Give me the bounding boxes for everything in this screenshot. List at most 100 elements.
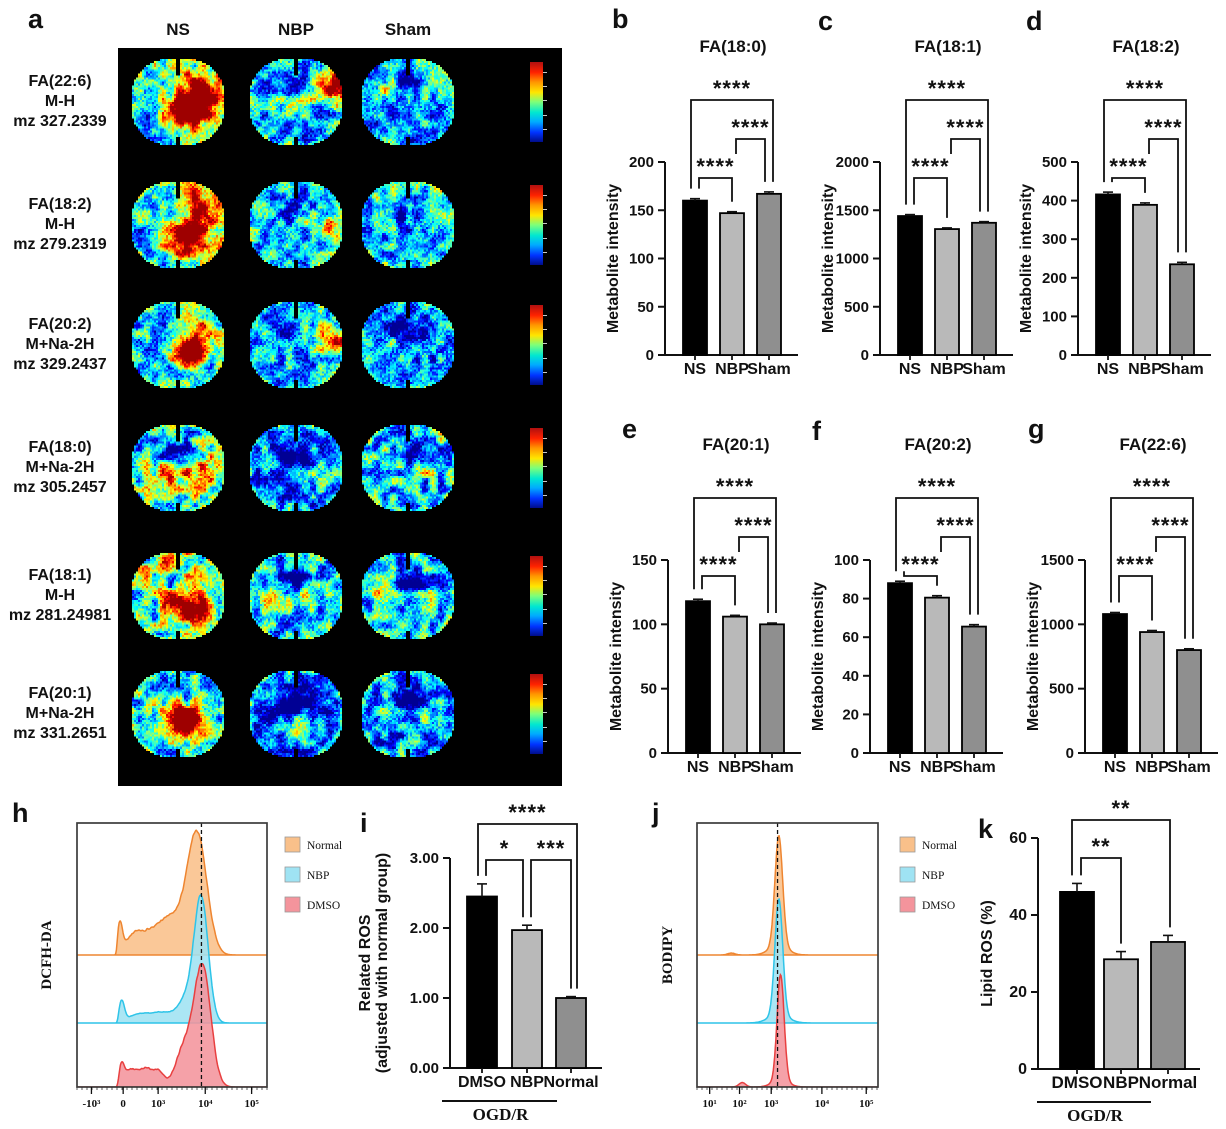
msi-column-header-nbp: NBP bbox=[278, 20, 314, 39]
significance-bracket bbox=[1111, 177, 1146, 193]
significance-stars: **** bbox=[1133, 474, 1171, 499]
y-axis-label: Metabolite intensity bbox=[810, 582, 827, 731]
significance-bracket bbox=[1155, 536, 1186, 639]
x-category-label: NBP bbox=[1128, 361, 1162, 378]
x-tick-label: -10³ bbox=[82, 1098, 101, 1110]
x-category-label: NS bbox=[899, 361, 922, 378]
intensity-colorbar bbox=[530, 428, 547, 508]
bar-Sham bbox=[1176, 649, 1202, 754]
msi-brain-image-row3-nbp bbox=[248, 423, 344, 513]
significance-stars: **** bbox=[936, 513, 974, 538]
x-tick-label: 0 bbox=[120, 1098, 126, 1110]
significance-bracket bbox=[738, 536, 769, 614]
significance-stars: **** bbox=[716, 474, 754, 499]
y-tick-label: 200 bbox=[1042, 270, 1067, 287]
y-tick-label: 100 bbox=[632, 616, 657, 633]
legend-label: DMSO bbox=[922, 900, 955, 912]
colorbar-tick bbox=[543, 129, 547, 131]
significance-bracket bbox=[698, 177, 733, 202]
significance-stars: **** bbox=[901, 552, 939, 577]
legend-label: Normal bbox=[307, 840, 342, 852]
msi-brain-image-row1-ns bbox=[130, 180, 226, 270]
significance-bracket bbox=[905, 99, 989, 212]
colorbar-tick bbox=[543, 237, 547, 239]
group-label: OGD/R bbox=[1067, 1106, 1123, 1125]
flow-svg-j: 10¹ 10² 10³ 10⁴ 10⁵ BODIPY Normal NBP DMSO bbox=[660, 822, 957, 1110]
significance-bracket bbox=[485, 859, 524, 918]
msi-column-header-sham: Sham bbox=[384, 20, 432, 39]
y-tick-label: 0 bbox=[1066, 745, 1074, 762]
chart-title: FA(18:1) bbox=[914, 37, 981, 56]
flow-curve-Normal bbox=[77, 829, 267, 956]
chart-svg-b: FA(18:0) 0 50 100 150 200 Metabolite intensity… bbox=[605, 37, 798, 378]
x-category-label: NBP bbox=[1103, 1073, 1139, 1092]
y-tick-label: 0 bbox=[1018, 1061, 1027, 1078]
significance-bracket bbox=[1118, 575, 1153, 621]
legend-label: Normal bbox=[922, 840, 957, 852]
x-category-label: NBP bbox=[930, 361, 964, 378]
bar-NBP bbox=[1139, 631, 1165, 754]
colorbar-tick bbox=[543, 726, 547, 728]
bar-DMSO bbox=[1059, 891, 1095, 1070]
msi-brain-image-row4-ns bbox=[130, 551, 226, 641]
bar-Sham bbox=[759, 623, 785, 754]
significance-bracket bbox=[1071, 819, 1171, 928]
x-category-label: NBP bbox=[718, 759, 752, 776]
significance-stars: **** bbox=[731, 115, 769, 140]
y-tick-label: 0.00 bbox=[410, 1060, 439, 1077]
colorbar-tick bbox=[543, 608, 547, 610]
msi-brain-image-row3-ns bbox=[130, 423, 226, 513]
bar-chart-fa20-1: FA(20:1) 0 50 100 150 Metabolite intensity NS N… bbox=[605, 400, 815, 797]
significance-bracket bbox=[690, 99, 774, 189]
chart-title: FA(20:1) bbox=[702, 435, 769, 454]
flow-axis-label: DCFH-DA bbox=[39, 920, 55, 989]
y-tick-label: 60 bbox=[842, 629, 859, 646]
colorbar-tick bbox=[543, 357, 547, 359]
y-axis-label: Metabolite intensity bbox=[605, 184, 622, 333]
bar-chart-fa20-2: FA(20:2) 0 20 40 60 80 100 Metabolite intensity… bbox=[807, 400, 1017, 797]
significance-bracket bbox=[903, 571, 938, 586]
bar-DMSO bbox=[466, 895, 498, 1069]
msi-brain-image-row2-sham bbox=[360, 300, 456, 390]
significance-stars: **** bbox=[918, 474, 956, 499]
msi-brain-image-row3-sham bbox=[360, 423, 456, 513]
msi-brain-image-row0-sham bbox=[360, 57, 456, 147]
bar-NBP bbox=[934, 228, 960, 356]
significance-stars: **** bbox=[508, 800, 546, 825]
legend-swatch-NBP bbox=[899, 866, 916, 883]
bar-Sham bbox=[756, 192, 782, 356]
panel-letter-a: a bbox=[28, 4, 44, 34]
y-tick-label: 2000 bbox=[836, 154, 869, 171]
y-tick-label: 50 bbox=[640, 681, 657, 698]
y-axis-label: Metabolite intensity bbox=[820, 184, 837, 333]
colorbar-tick bbox=[543, 343, 547, 345]
y-tick-label: 1.00 bbox=[410, 990, 439, 1007]
y-tick-label: 20 bbox=[1009, 984, 1027, 1001]
msi-brain-image-row1-sham bbox=[360, 180, 456, 270]
colorbar-tick bbox=[543, 329, 547, 330]
significance-stars: * bbox=[500, 836, 510, 861]
panel-letter-e: e bbox=[622, 414, 638, 444]
significance-bracket bbox=[735, 138, 766, 182]
bar-NBP bbox=[1132, 203, 1158, 356]
panel-letter-b: b bbox=[612, 4, 629, 34]
significance-stars: **** bbox=[696, 154, 734, 179]
y-tick-label: 400 bbox=[1042, 193, 1067, 210]
y-tick-label: 60 bbox=[1009, 830, 1027, 847]
significance-bracket bbox=[693, 497, 777, 614]
msi-row-label-fa18-1: FA(18:1) M-H mz 281.24981 bbox=[8, 567, 112, 624]
y-axis-label: Related ROS(adjusted with normal group) bbox=[357, 853, 391, 1073]
colorbar-tick bbox=[543, 623, 547, 625]
bar-chart-lipid-ros: 0 20 40 60 Lipid ROS (%) DMSO NBP Normal OGD/R **… bbox=[950, 790, 1226, 1129]
y-tick-label: 100 bbox=[834, 552, 859, 569]
colorbar-tick bbox=[543, 194, 547, 196]
intensity-colorbar bbox=[530, 305, 547, 385]
colorbar-tick bbox=[543, 698, 547, 699]
msi-brain-image-row5-sham bbox=[360, 669, 456, 759]
bar-NBP bbox=[722, 615, 748, 754]
x-tick-label: 10⁵ bbox=[859, 1098, 874, 1110]
y-tick-label: 2.00 bbox=[410, 920, 439, 937]
panel-letter-i: i bbox=[360, 808, 368, 838]
y-tick-label: 0 bbox=[861, 347, 869, 364]
legend-label: NBP bbox=[307, 870, 329, 882]
